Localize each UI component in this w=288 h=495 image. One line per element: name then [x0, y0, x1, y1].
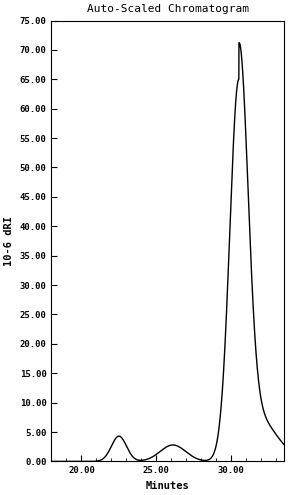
- Title: Auto-Scaled Chromatogram: Auto-Scaled Chromatogram: [87, 4, 249, 14]
- Y-axis label: 10-6 dRI: 10-6 dRI: [4, 216, 14, 266]
- X-axis label: Minutes: Minutes: [146, 481, 190, 491]
